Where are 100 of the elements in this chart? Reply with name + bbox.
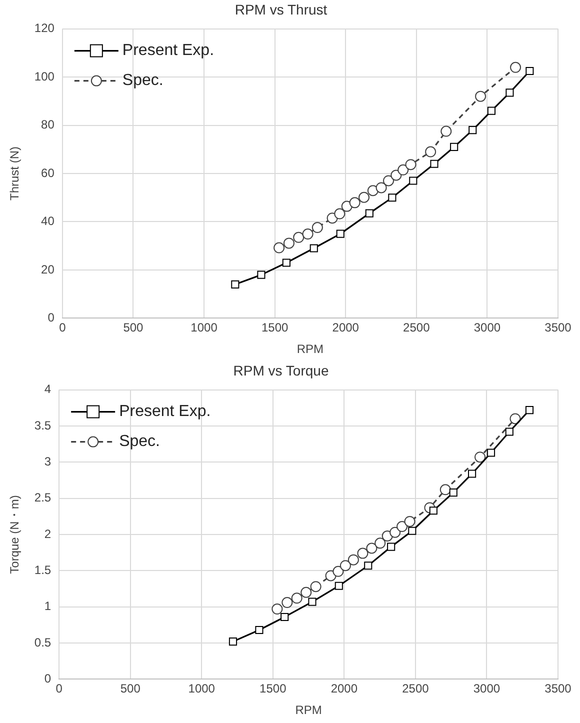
x-tick-label: 3000: [474, 320, 501, 335]
point: [450, 142, 458, 152]
point: [336, 230, 344, 238]
point: [398, 164, 409, 176]
x-tick-label: 2000: [332, 320, 360, 335]
y-tick-label: 0: [44, 672, 52, 686]
point: [468, 126, 477, 134]
x-tick-label: 3000: [473, 682, 500, 696]
point: [228, 638, 238, 646]
point: [396, 521, 408, 532]
x-tick-label: 0: [59, 320, 66, 335]
point: [404, 516, 416, 527]
x-tick-label: 1000: [188, 682, 216, 696]
point: [272, 604, 283, 615]
y-tick-label: 80: [41, 118, 55, 132]
point: [405, 159, 416, 170]
point: [374, 538, 386, 549]
point: [408, 526, 416, 535]
point: [525, 406, 534, 414]
legend-label: Spec.: [119, 433, 160, 450]
point: [280, 612, 289, 622]
point: [282, 258, 290, 267]
legend-label: Spec.: [122, 72, 164, 90]
point: [349, 197, 360, 208]
x-tick-label: 1000: [190, 320, 218, 335]
point: [440, 484, 451, 496]
y-tick-label: 40: [41, 214, 55, 228]
y-tick-label: 2.5: [34, 490, 52, 505]
y-tick-label: 120: [34, 21, 55, 36]
point: [510, 62, 522, 73]
y-tick-label: 1.5: [34, 562, 52, 577]
point: [231, 280, 240, 288]
x-tick-label: 1500: [261, 320, 288, 335]
point: [390, 526, 401, 538]
y-axis-title: Torque (N・m): [8, 495, 22, 574]
x-tick-label: 500: [120, 682, 141, 696]
y-axis-title: Thrust (N): [8, 146, 22, 200]
point: [310, 581, 322, 592]
y-tick-label: 3: [44, 454, 52, 468]
point: [449, 488, 458, 497]
x-tick-label: 2500: [403, 320, 430, 335]
point: [257, 270, 266, 279]
y-tick-label: 0.5: [34, 635, 52, 650]
point: [506, 88, 514, 97]
y-tick-label: 0: [48, 310, 55, 325]
point: [430, 160, 438, 168]
point: [387, 542, 396, 551]
point: [505, 428, 514, 436]
point: [526, 66, 534, 76]
point: [510, 413, 521, 424]
y-tick-label: 4: [44, 382, 52, 396]
x-tick-label: 500: [123, 320, 144, 335]
point: [367, 185, 378, 196]
point: [425, 146, 436, 158]
point: [302, 228, 314, 240]
point: [390, 170, 402, 181]
y-tick-label: 60: [41, 166, 55, 180]
y-tick-label: 1: [44, 599, 52, 614]
y-tick-label: 2: [44, 526, 52, 541]
point: [312, 222, 323, 234]
point: [310, 244, 318, 252]
point: [376, 182, 387, 194]
point: [474, 452, 486, 463]
x-tick-label: 3500: [544, 682, 572, 696]
point: [487, 106, 496, 115]
point: [332, 566, 344, 577]
point: [300, 586, 312, 598]
point: [475, 90, 486, 102]
point: [274, 242, 285, 254]
point: [334, 582, 343, 590]
x-tick-label: 2500: [402, 682, 430, 696]
point: [334, 208, 346, 220]
point: [283, 238, 294, 249]
point: [383, 175, 394, 186]
point: [293, 232, 304, 243]
x-tick-label: 2000: [330, 682, 358, 696]
point: [358, 192, 370, 203]
x-tick-label: 1500: [260, 682, 287, 696]
x-axis-title: RPM: [296, 342, 324, 356]
point: [440, 126, 452, 137]
point: [348, 554, 359, 566]
y-tick-label: 3.5: [34, 418, 52, 432]
point: [468, 470, 476, 478]
legend-label: Present Exp.: [119, 403, 211, 420]
point: [486, 448, 496, 457]
point: [388, 194, 396, 202]
point: [308, 598, 316, 606]
y-tick-label: 100: [34, 69, 55, 84]
chart-title: RPM vs Thrust: [234, 1, 328, 18]
point: [409, 176, 418, 185]
point: [366, 542, 378, 554]
legend-label: Present Exp.: [122, 42, 214, 60]
x-tick-label: 3500: [544, 320, 572, 335]
point: [255, 626, 264, 634]
point: [364, 562, 372, 570]
y-tick-label: 20: [41, 262, 55, 276]
x-axis-title: RPM: [295, 703, 322, 718]
point: [340, 560, 351, 572]
point: [429, 506, 438, 515]
point: [282, 597, 293, 608]
